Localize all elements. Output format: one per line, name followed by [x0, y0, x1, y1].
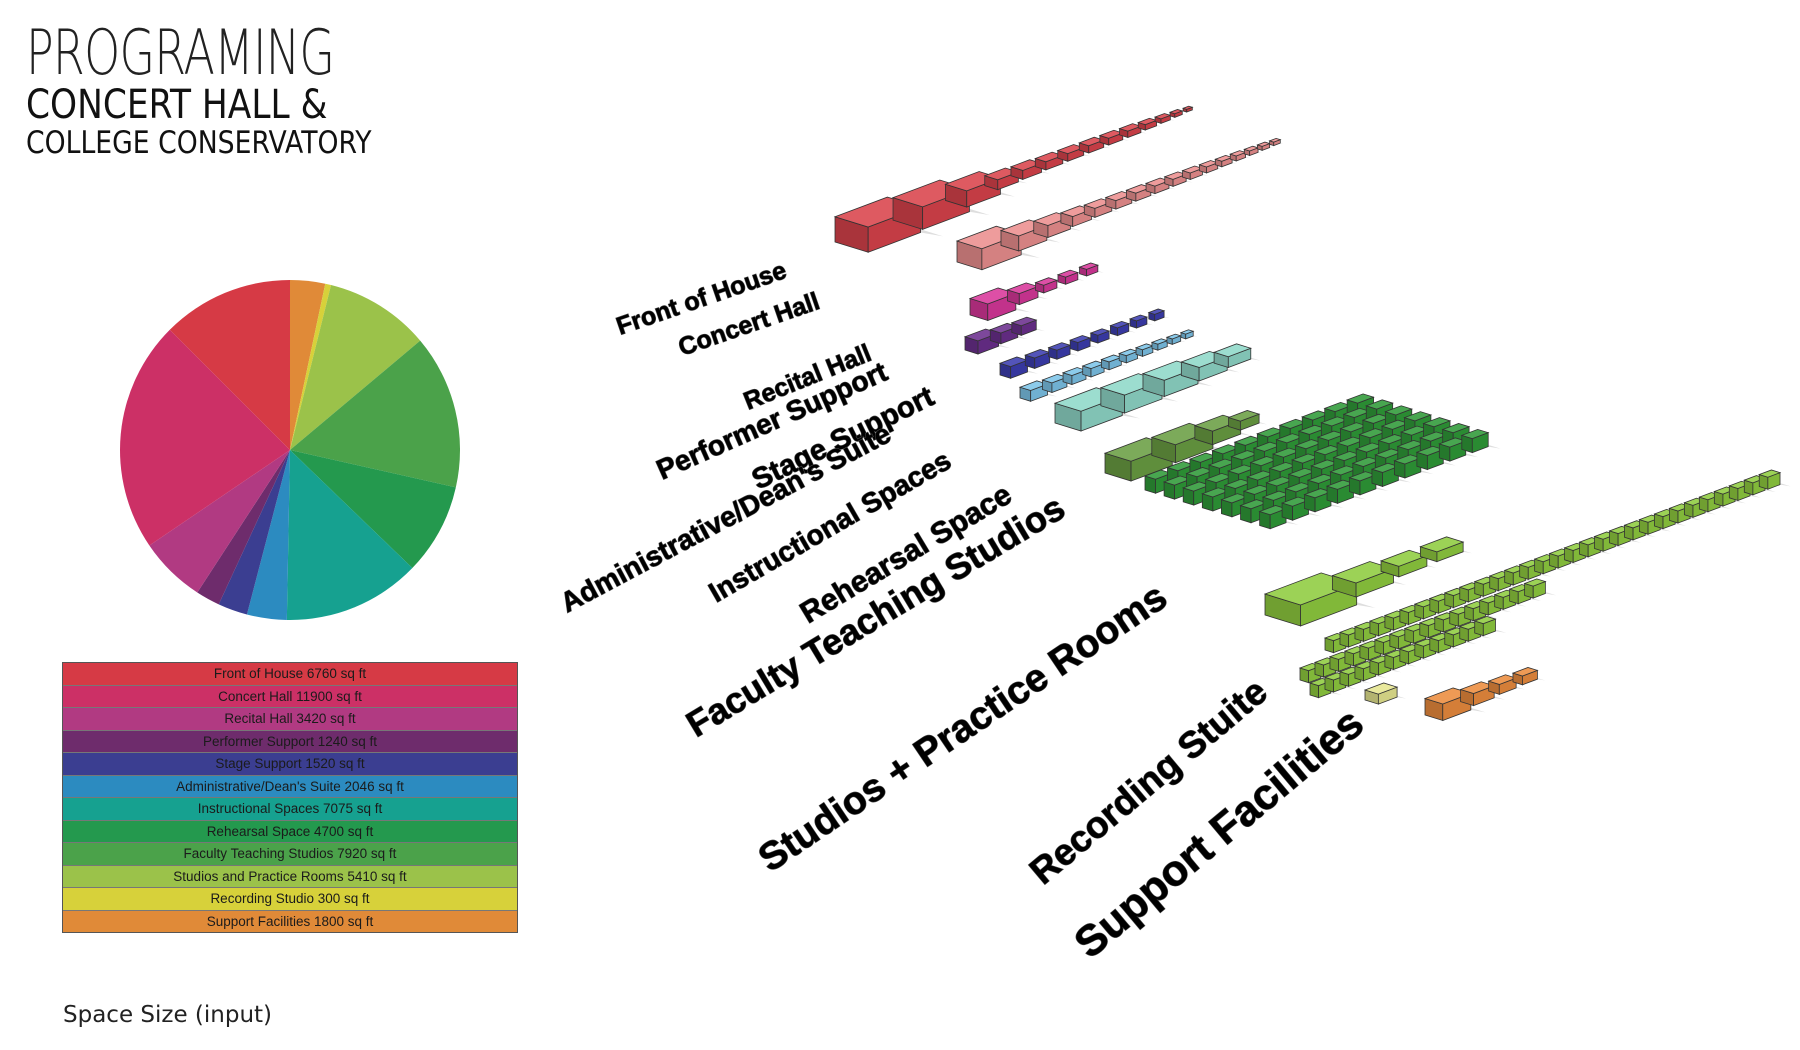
legend-row-recording: Recording Studio 300 sq ft — [63, 888, 517, 911]
legend-row-faculty-studios: Faculty Teaching Studios 7920 sq ft — [63, 843, 517, 866]
pie-slice-faculty-teaching-studios — [290, 340, 460, 488]
block-4-6 — [1128, 314, 1154, 329]
pie-slice-studios-and-practice-rooms — [290, 285, 421, 450]
block-9-3 — [1511, 667, 1546, 686]
legend-row-practice-rooms: Studios and Practice Rooms 5410 sq ft — [63, 865, 517, 888]
block-0-12 — [1168, 109, 1186, 118]
pie-slice-administrative-dean-s-suite — [246, 450, 290, 620]
caption: Space Size (input) — [63, 1002, 273, 1028]
block-4-1 — [1024, 349, 1060, 369]
legend-row-rehearsal: Rehearsal Space 4700 sq ft — [63, 820, 517, 843]
block-1-15 — [1268, 137, 1284, 147]
block-1-9 — [1181, 165, 1209, 181]
recording-suite-block — [1363, 682, 1407, 705]
practice-room-2-10 — [1458, 621, 1492, 642]
block-4-4 — [1089, 328, 1117, 344]
block-5-0 — [1018, 380, 1058, 402]
practice-room-0-29 — [1758, 469, 1791, 490]
massing-labels: Front of House Concert Hall Recital Hall… — [555, 256, 1374, 968]
block-4-5 — [1109, 320, 1136, 337]
block-2-3 — [1056, 269, 1085, 285]
block-5-6 — [1134, 343, 1159, 357]
block-5-5 — [1117, 348, 1145, 364]
block-8-2 — [1379, 549, 1437, 578]
legend-row-concert-hall: Concert Hall 11900 sq ft — [63, 685, 517, 708]
block-2-1 — [1006, 282, 1048, 306]
block-4-3 — [1068, 335, 1098, 352]
faculty-studio-6-5 — [1370, 462, 1411, 488]
legend-row-instructional: Instructional Spaces 7075 sq ft — [63, 798, 517, 821]
block-3-2 — [1010, 316, 1045, 336]
pie-chart — [120, 280, 460, 620]
legend-row-administrative: Administrative/Dean's Suite 2046 sq ft — [63, 775, 517, 798]
block-9-0 — [1423, 687, 1486, 722]
block-2-4 — [1078, 262, 1104, 277]
block-7-3 — [1227, 410, 1268, 431]
block-0-7 — [1078, 136, 1111, 154]
block-0-5 — [1034, 151, 1071, 171]
block-4-2 — [1047, 342, 1079, 360]
pie-slice-rehearsal-space — [290, 450, 456, 569]
block-1-13 — [1243, 145, 1263, 157]
pie-slice-recording-studio — [290, 283, 332, 450]
practice-room-1-15 — [1523, 578, 1557, 599]
block-2-2 — [1034, 277, 1064, 294]
block-5-8 — [1165, 333, 1186, 345]
legend-table: Front of House 6760 sq ft Concert Hall 1… — [62, 662, 518, 933]
legend-row-stage-support: Stage Support 1520 sq ft — [63, 753, 517, 776]
pie-slice-concert-hall — [120, 329, 291, 546]
block-1-11 — [1214, 154, 1238, 168]
title-line-1: PROGRAMING — [26, 16, 335, 89]
massing-blocks — [833, 105, 1791, 722]
title-line-3: COLLEGE CONSERVATORY — [26, 125, 372, 161]
faculty-studio-6-3 — [1325, 479, 1367, 504]
block-8-3 — [1419, 536, 1472, 563]
pie-slice-support-facilities — [290, 280, 326, 450]
block-1-5 — [1104, 191, 1140, 210]
pie-slice-stage-support — [218, 450, 290, 615]
pie-slice-recital-hall — [149, 450, 290, 593]
legend-row-front-of-house: Front of House 6760 sq ft — [63, 663, 517, 686]
block-0-9 — [1118, 123, 1147, 139]
pie-slice-front-of-house — [169, 280, 290, 450]
legend-row-support: Support Facilities 1800 sq ft — [63, 910, 517, 932]
legend-row-recital-hall: Recital Hall 3420 sq ft — [63, 708, 517, 731]
legend-row-performer-support: Performer Support 1240 sq ft — [63, 730, 517, 753]
practice-room-2-11 — [1473, 615, 1507, 637]
block-9-2 — [1487, 674, 1526, 695]
block-4-0 — [998, 356, 1039, 379]
pie-slice-instructional-spaces — [286, 450, 413, 620]
block-4-7 — [1147, 308, 1170, 322]
faculty-studio-6-9 — [1460, 428, 1501, 454]
block-5-9 — [1179, 329, 1198, 340]
faculty-studio-6-2 — [1303, 488, 1344, 513]
block-0-13 — [1181, 105, 1195, 113]
pie-slice-performer-support — [197, 450, 290, 605]
practice-room-2-6 — [1398, 644, 1432, 665]
title-line-2: CONCERT HALL & — [26, 82, 328, 128]
title-block: PROGRAMING CONCERT HALL & COLLEGE CONSER… — [26, 22, 443, 162]
label-recording: Recording Stuite — [1022, 670, 1275, 892]
block-6-4 — [1212, 343, 1261, 369]
